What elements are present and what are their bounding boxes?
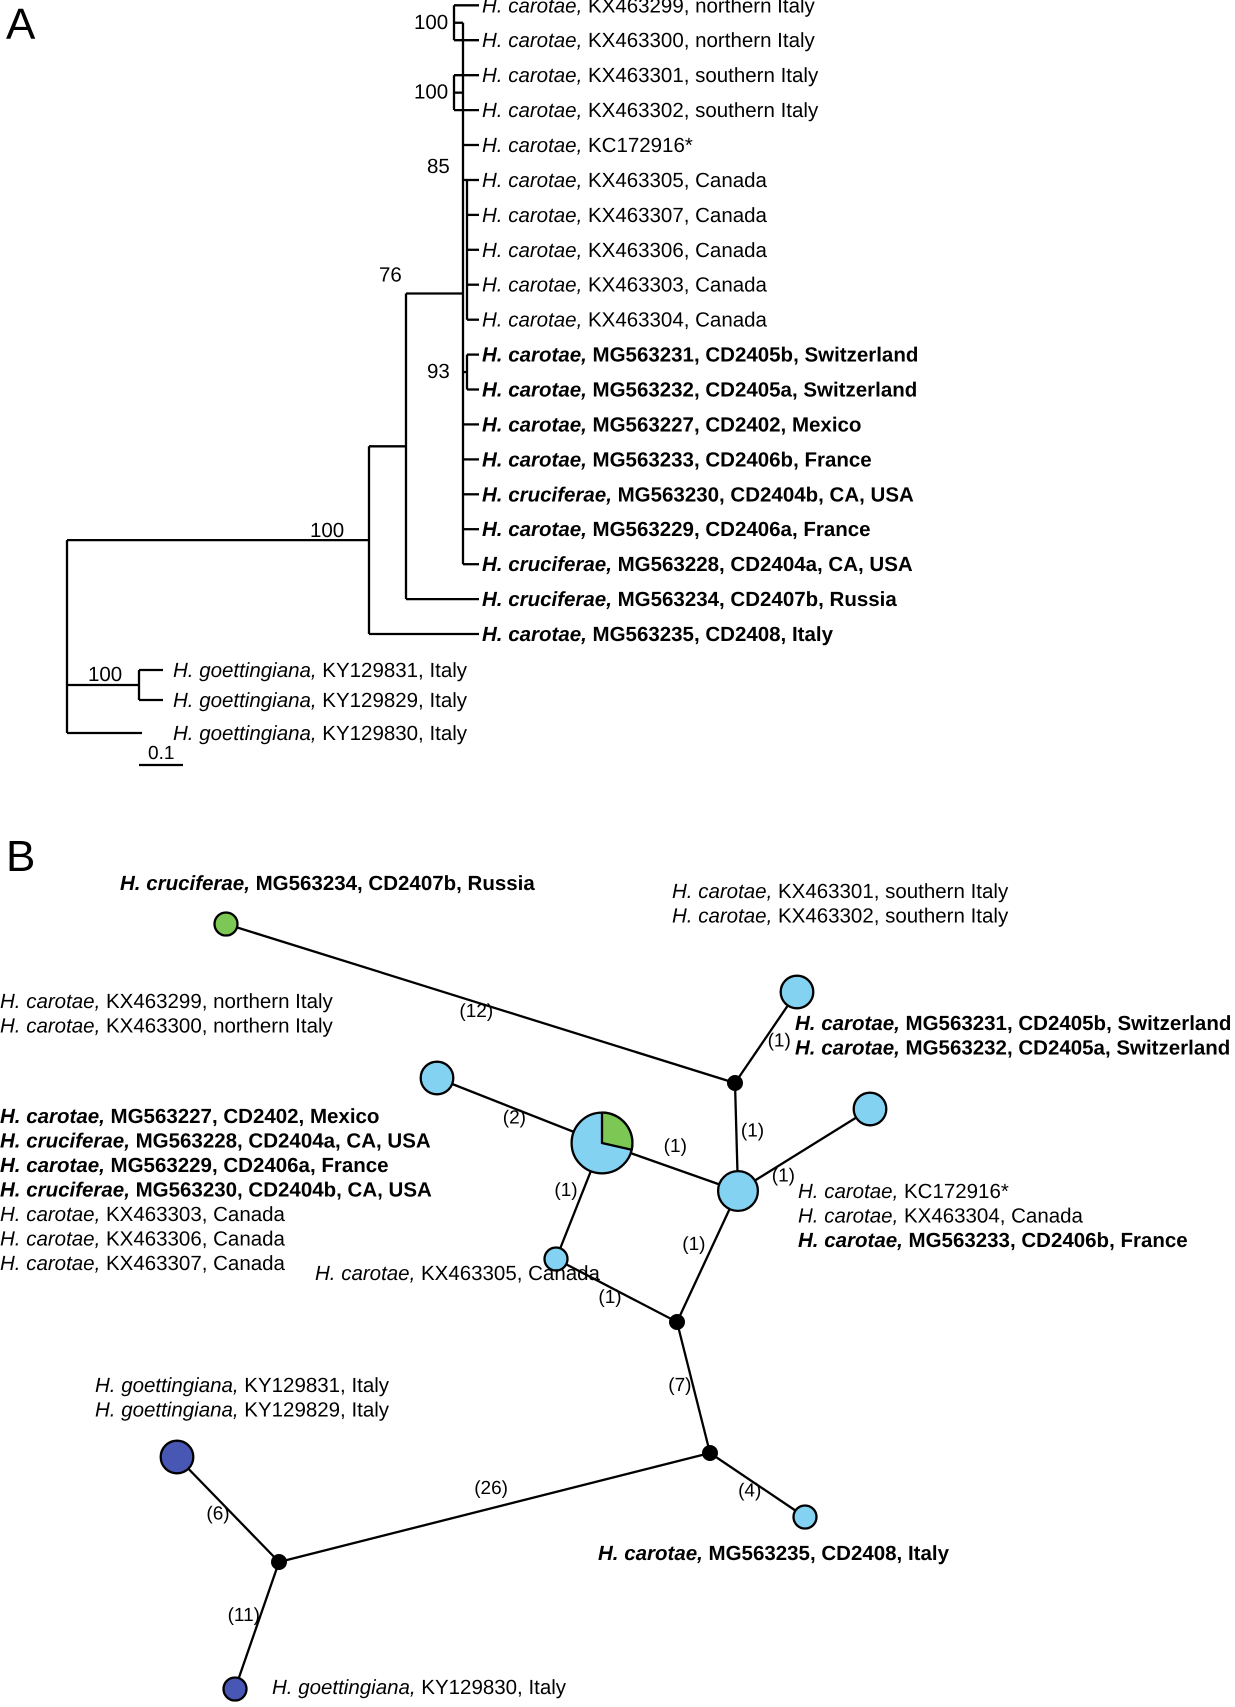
svg-text:H. carotae, KX463302, southern: H. carotae, KX463302, southern Italy: [672, 905, 1009, 928]
svg-text:H. carotae, KX463306, Canada: H. carotae, KX463306, Canada: [482, 239, 768, 262]
svg-text:H. carotae, KX463305, Canada: H. carotae, KX463305, Canada: [315, 1262, 601, 1285]
svg-text:(12): (12): [459, 1001, 493, 1022]
svg-text:H. carotae, KX463303, Canada: H. carotae, KX463303, Canada: [482, 274, 768, 297]
svg-text:100: 100: [414, 11, 448, 34]
svg-text:H. carotae, MG563229, CD2406a,: H. carotae, MG563229, CD2406a, France: [0, 1154, 389, 1177]
svg-text:(1): (1): [768, 1031, 791, 1052]
svg-text:H. carotae, KX463301, southern: H. carotae, KX463301, southern Italy: [672, 880, 1009, 903]
svg-text:H. carotae, KX463303, Canada: H. carotae, KX463303, Canada: [0, 1203, 286, 1226]
svg-text:(4): (4): [738, 1481, 761, 1502]
svg-text:H. carotae, KX463305, Canada: H. carotae, KX463305, Canada: [482, 169, 768, 192]
svg-text:H. carotae, KX463299, northern: H. carotae, KX463299, northern Italy: [482, 0, 816, 17]
svg-text:H. goettingiana, KY129830, Ita: H. goettingiana, KY129830, Italy: [272, 1676, 567, 1699]
svg-text:(1): (1): [682, 1234, 705, 1255]
svg-text:H. carotae, MG563235, CD2408,: H. carotae, MG563235, CD2408, Italy: [598, 1542, 950, 1565]
svg-text:H. carotae, KX463307, Canada: H. carotae, KX463307, Canada: [482, 204, 768, 227]
svg-text:H. carotae, KC172916*: H. carotae, KC172916*: [798, 1180, 1009, 1203]
svg-text:H. cruciferae, MG563230, CD240: H. cruciferae, MG563230, CD2404b, CA, US…: [0, 1179, 432, 1202]
svg-text:H. carotae, KX463304, Canada: H. carotae, KX463304, Canada: [798, 1205, 1084, 1228]
svg-text:H. carotae, KX463300, northern: H. carotae, KX463300, northern Italy: [482, 29, 816, 52]
svg-text:H. carotae, KX463306, Canada: H. carotae, KX463306, Canada: [0, 1228, 286, 1251]
svg-text:H. carotae, MG563233, CD2406b,: H. carotae, MG563233, CD2406b, France: [798, 1229, 1188, 1252]
svg-text:(1): (1): [554, 1180, 577, 1201]
svg-text:H. cruciferae, MG563230, CD240: H. cruciferae, MG563230, CD2404b, CA, US…: [482, 483, 914, 506]
svg-text:H. goettingiana, KY129829, Ita: H. goettingiana, KY129829, Italy: [95, 1399, 390, 1422]
svg-text:85: 85: [427, 155, 450, 178]
svg-text:H. carotae, KX463301, southern: H. carotae, KX463301, southern Italy: [482, 64, 819, 87]
svg-text:H. carotae, KX463300, northern: H. carotae, KX463300, northern Italy: [0, 1015, 334, 1038]
svg-text:(1): (1): [772, 1166, 795, 1187]
svg-text:H. carotae, MG563232, CD2405a,: H. carotae, MG563232, CD2405a, Switzerla…: [482, 379, 917, 402]
svg-text:H. cruciferae, MG563228, CD240: H. cruciferae, MG563228, CD2404a, CA, US…: [482, 553, 913, 576]
svg-text:H. carotae, MG563227, CD2402,: H. carotae, MG563227, CD2402, Mexico: [0, 1105, 379, 1128]
svg-text:93: 93: [427, 360, 450, 383]
svg-text:100: 100: [414, 81, 448, 104]
svg-text:H. carotae, MG563231, CD2405b,: H. carotae, MG563231, CD2405b, Switzerla…: [795, 1012, 1231, 1035]
svg-text:100: 100: [88, 663, 122, 686]
svg-text:H. carotae, KX463304, Canada: H. carotae, KX463304, Canada: [482, 309, 768, 332]
svg-text:H. carotae, MG563227, CD2402,: H. carotae, MG563227, CD2402, Mexico: [482, 413, 861, 436]
svg-text:H. carotae, MG563229, CD2406a,: H. carotae, MG563229, CD2406a, France: [482, 518, 871, 541]
svg-text:(26): (26): [474, 1478, 508, 1499]
svg-text:H. carotae, MG563235, CD2408,: H. carotae, MG563235, CD2408, Italy: [482, 623, 834, 646]
svg-text:H. carotae, KX463299, northern: H. carotae, KX463299, northern Italy: [0, 990, 334, 1013]
svg-text:H. goettingiana, KY129831, Ita: H. goettingiana, KY129831, Italy: [95, 1374, 390, 1397]
svg-text:H. carotae, MG563231, CD2405b,: H. carotae, MG563231, CD2405b, Switzerla…: [482, 344, 918, 367]
svg-text:H. carotae, KX463307, Canada: H. carotae, KX463307, Canada: [0, 1252, 286, 1275]
svg-text:(1): (1): [664, 1136, 687, 1157]
svg-text:(11): (11): [228, 1605, 260, 1626]
svg-text:H. goettingiana, KY129830, Ita: H. goettingiana, KY129830, Italy: [173, 722, 468, 745]
svg-text:100: 100: [310, 519, 344, 542]
svg-text:H. cruciferae, MG563234, CD240: H. cruciferae, MG563234, CD2407b, Russia: [482, 588, 897, 611]
svg-text:0.1: 0.1: [148, 743, 174, 764]
svg-text:H. carotae, KC172916*: H. carotae, KC172916*: [482, 134, 693, 157]
svg-text:H. carotae, MG563232, CD2405a,: H. carotae, MG563232, CD2405a, Switzerla…: [795, 1037, 1230, 1060]
svg-text:(6): (6): [206, 1503, 229, 1524]
svg-text:H. cruciferae, MG563228, CD240: H. cruciferae, MG563228, CD2404a, CA, US…: [0, 1130, 431, 1153]
svg-text:(7): (7): [668, 1375, 691, 1396]
svg-text:(2): (2): [503, 1108, 526, 1129]
svg-text:H. carotae, KX463302, southern: H. carotae, KX463302, southern Italy: [482, 99, 819, 122]
svg-text:H. goettingiana, KY129831, Ita: H. goettingiana, KY129831, Italy: [173, 659, 468, 682]
svg-text:(1): (1): [741, 1121, 764, 1142]
svg-text:76: 76: [379, 264, 402, 287]
svg-text:H. carotae, MG563233, CD2406b,: H. carotae, MG563233, CD2406b, France: [482, 448, 872, 471]
svg-text:(1): (1): [598, 1287, 621, 1308]
svg-text:H. goettingiana, KY129829, Ita: H. goettingiana, KY129829, Italy: [173, 689, 468, 712]
svg-text:H. cruciferae, MG563234, CD240: H. cruciferae, MG563234, CD2407b, Russia: [120, 872, 535, 895]
